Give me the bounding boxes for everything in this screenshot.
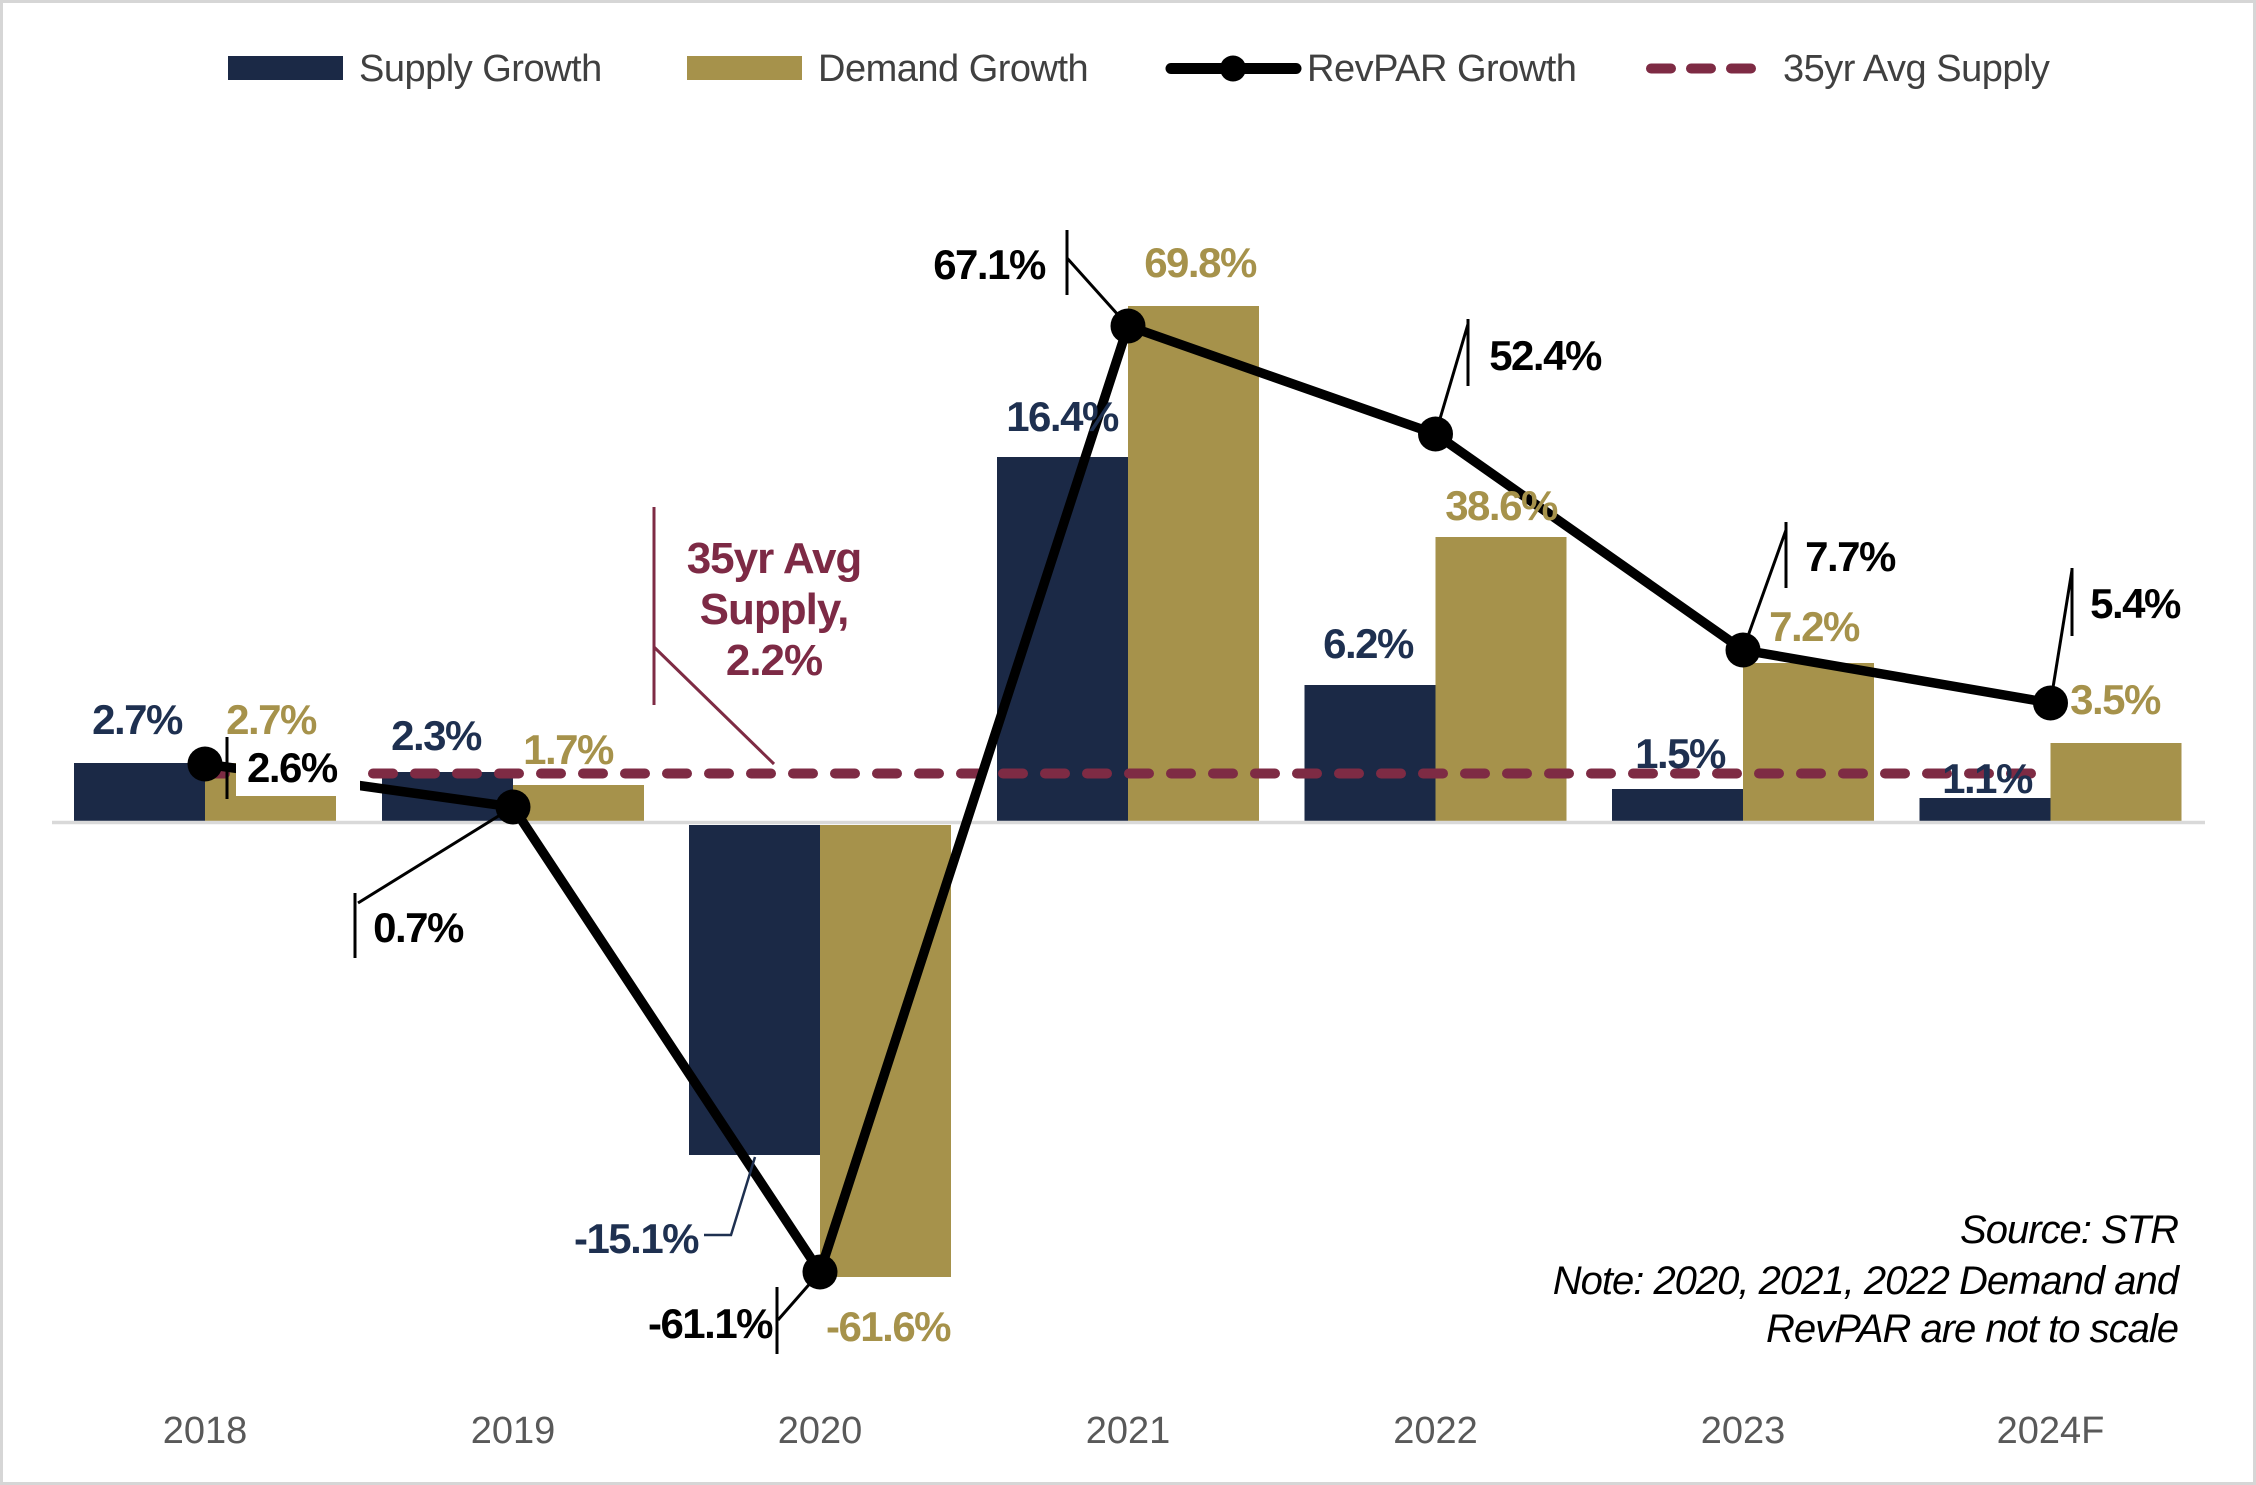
svg-text:2.3%: 2.3% xyxy=(391,712,482,759)
svg-text:1.7%: 1.7% xyxy=(523,726,614,773)
svg-text:35yr Avg: 35yr Avg xyxy=(687,534,862,583)
svg-text:2024F: 2024F xyxy=(1997,1410,2105,1452)
svg-text:2018: 2018 xyxy=(163,1410,248,1452)
svg-text:RevPAR Growth: RevPAR Growth xyxy=(1307,48,1576,90)
svg-text:3.5%: 3.5% xyxy=(2070,676,2161,723)
svg-text:2020: 2020 xyxy=(778,1410,863,1452)
svg-text:2.7%: 2.7% xyxy=(92,696,183,743)
svg-text:Supply,: Supply, xyxy=(700,585,849,634)
svg-text:35yr Avg Supply: 35yr Avg Supply xyxy=(1783,48,2050,90)
svg-text:7.7%: 7.7% xyxy=(1805,533,1896,580)
svg-text:16.4%: 16.4% xyxy=(1006,393,1119,440)
svg-text:2021: 2021 xyxy=(1086,1410,1171,1452)
svg-text:1.5%: 1.5% xyxy=(1635,730,1726,777)
svg-text:52.4%: 52.4% xyxy=(1489,332,1602,379)
svg-text:5.4%: 5.4% xyxy=(2090,580,2181,627)
svg-text:67.1%: 67.1% xyxy=(933,241,1046,288)
svg-text:2019: 2019 xyxy=(471,1410,556,1452)
svg-text:7.2%: 7.2% xyxy=(1769,603,1860,650)
svg-text:2023: 2023 xyxy=(1701,1410,1786,1452)
svg-text:Source: STR: Source: STR xyxy=(1960,1208,2178,1252)
svg-text:69.8%: 69.8% xyxy=(1144,239,1257,286)
svg-text:6.2%: 6.2% xyxy=(1323,620,1414,667)
svg-text:RevPAR are not to scale: RevPAR are not to scale xyxy=(1766,1307,2178,1351)
svg-text:38.6%: 38.6% xyxy=(1445,482,1558,529)
svg-text:2.7%: 2.7% xyxy=(226,696,317,743)
svg-text:-61.1%: -61.1% xyxy=(648,1300,773,1347)
svg-text:Demand Growth: Demand Growth xyxy=(818,48,1088,90)
svg-text:-61.6%: -61.6% xyxy=(826,1303,951,1350)
svg-text:Supply Growth: Supply Growth xyxy=(359,48,602,90)
svg-text:-15.1%: -15.1% xyxy=(574,1215,699,1262)
svg-text:2022: 2022 xyxy=(1393,1410,1478,1452)
svg-text:1.1%: 1.1% xyxy=(1942,755,2033,802)
svg-text:2.6%: 2.6% xyxy=(247,744,338,791)
svg-text:0.7%: 0.7% xyxy=(373,904,464,951)
svg-text:Note: 2020, 2021, 2022 Demand: Note: 2020, 2021, 2022 Demand and xyxy=(1553,1259,2181,1303)
svg-text:2.2%: 2.2% xyxy=(726,636,822,685)
